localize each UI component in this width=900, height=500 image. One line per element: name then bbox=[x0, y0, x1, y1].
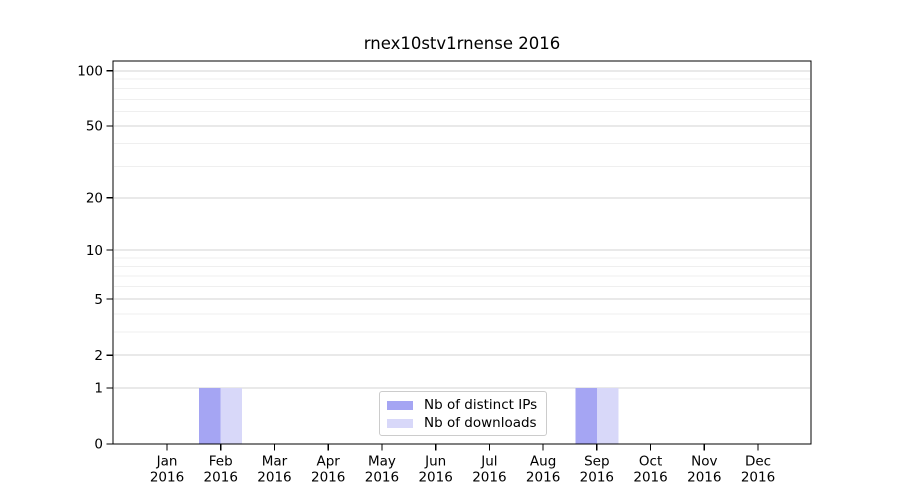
x-tick-label-year: 2016 bbox=[418, 470, 452, 486]
x-tick-label-month: Nov bbox=[691, 454, 717, 470]
x-tick-label-year: 2016 bbox=[633, 470, 667, 486]
x-tick-label-month: Jan bbox=[156, 454, 178, 470]
bar-downloads bbox=[596, 387, 619, 444]
x-tick-label-year: 2016 bbox=[365, 470, 399, 486]
x-tick-label-month: Sep bbox=[584, 454, 609, 470]
x-tick-label-month: Aug bbox=[530, 454, 556, 470]
plot-border bbox=[112, 60, 812, 445]
x-tick-label-year: 2016 bbox=[257, 470, 291, 486]
y-tick-label: 0 bbox=[94, 437, 103, 453]
x-tick-label-year: 2016 bbox=[204, 470, 238, 486]
y-tick-label: 1 bbox=[94, 381, 103, 397]
legend-item: Nb of distinct IPs bbox=[387, 396, 546, 414]
x-tick-label-year: 2016 bbox=[526, 470, 560, 486]
x-tick-label-year: 2016 bbox=[472, 470, 506, 486]
x-tick-label-month: Apr bbox=[317, 454, 341, 470]
bar-downloads bbox=[220, 387, 243, 444]
y-tick-label: 50 bbox=[86, 119, 103, 135]
y-tick-label: 100 bbox=[77, 63, 103, 79]
x-tick-label-year: 2016 bbox=[150, 470, 184, 486]
chart-title: rnex10stv1rnense 2016 bbox=[363, 34, 561, 53]
x-tick-label-year: 2016 bbox=[580, 470, 614, 486]
x-tick-label-month: Mar bbox=[262, 454, 288, 470]
y-tick-label: 10 bbox=[86, 243, 103, 259]
x-tick-label-month: Oct bbox=[639, 454, 662, 470]
y-tick-label: 20 bbox=[86, 191, 103, 207]
y-tick-label: 2 bbox=[94, 348, 103, 364]
x-tick-label-month: May bbox=[368, 454, 396, 470]
x-tick-label-year: 2016 bbox=[687, 470, 721, 486]
bar-distinct-ips bbox=[199, 387, 221, 444]
x-tick-label-month: Dec bbox=[745, 454, 771, 470]
x-tick-label-year: 2016 bbox=[311, 470, 345, 486]
x-tick-label-month: Jul bbox=[480, 454, 497, 470]
x-tick-label-month: Jun bbox=[424, 454, 446, 470]
x-tick-label-month: Feb bbox=[209, 454, 233, 470]
y-tick-label: 5 bbox=[94, 292, 103, 308]
legend-item: Nb of downloads bbox=[387, 414, 546, 432]
bar-distinct-ips bbox=[575, 387, 597, 444]
legend-label: Nb of downloads bbox=[424, 415, 537, 431]
legend-label: Nb of distinct IPs bbox=[424, 397, 538, 413]
legend-swatch bbox=[387, 418, 413, 428]
legend: Nb of distinct IPs Nb of downloads bbox=[379, 391, 547, 436]
legend-swatch bbox=[387, 400, 413, 410]
x-tick-label-year: 2016 bbox=[741, 470, 775, 486]
